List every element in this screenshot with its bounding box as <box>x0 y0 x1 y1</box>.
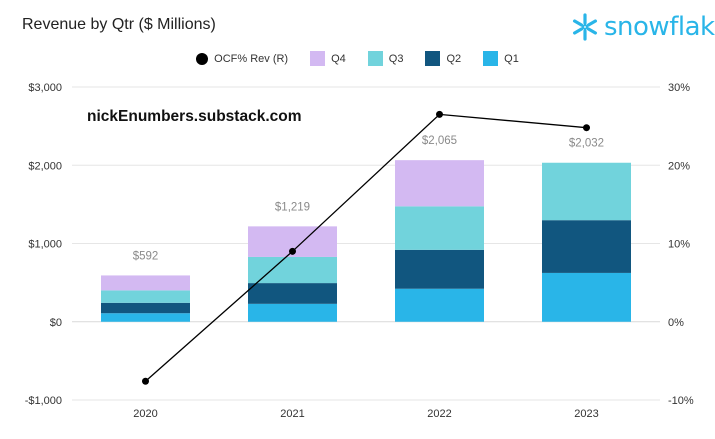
bar-segment-q2 <box>395 249 484 289</box>
snowflake-icon <box>573 13 597 41</box>
legend-item: Q2 <box>425 51 461 66</box>
legend-label: OCF% Rev (R) <box>214 52 289 65</box>
y-left-tick-label: $3,000 <box>28 82 62 94</box>
legend-label: Q3 <box>388 52 404 65</box>
legend-swatch <box>310 51 326 66</box>
x-tick-label: 2021 <box>280 408 304 420</box>
y-right-tick-label: 20% <box>668 160 690 172</box>
legend-swatch <box>483 51 499 66</box>
bar-segment-q2 <box>542 220 631 273</box>
bar-segment-q1 <box>101 313 190 322</box>
legend-item: Q4 <box>310 51 346 66</box>
bar-segment-q1 <box>395 288 484 322</box>
bar-segment-q2 <box>248 283 337 304</box>
bar-segment-q1 <box>248 303 337 322</box>
ocf-point <box>583 124 590 132</box>
ocf-point <box>289 247 296 255</box>
ocf-point <box>436 110 443 118</box>
snowflake-logo: snowflake <box>570 12 715 42</box>
y-left-tick-label: $1,000 <box>28 239 62 251</box>
chart-legend: OCF% Rev (R) Q4 Q3 Q2 Q1 <box>0 51 715 66</box>
ocf-point <box>142 377 149 385</box>
legend-swatch <box>367 51 383 66</box>
y-right-tick-label: 0% <box>668 317 684 329</box>
bar-segment-q3 <box>101 290 190 303</box>
legend-label: Q1 <box>504 52 519 65</box>
bar-segment-q3 <box>542 162 631 221</box>
bar-segment-q2 <box>101 302 190 314</box>
legend-item: OCF% Rev (R) <box>196 51 288 66</box>
bar-segment-q4 <box>101 275 190 291</box>
chart-title: Revenue by Qtr ($ Millions) <box>22 16 216 33</box>
watermark-annotation: nickEnumbers.substack.com <box>87 108 302 125</box>
bar-total-label: $592 <box>133 250 159 262</box>
bar-total-label: $2,065 <box>422 135 457 147</box>
legend-item: Q1 <box>483 51 519 66</box>
ocf-line <box>145 113 587 382</box>
y-right-tick-label: -10% <box>668 395 694 407</box>
bar-segment-q1 <box>542 272 631 322</box>
bar-segment-q4 <box>395 160 484 207</box>
legend-label: Q2 <box>446 52 462 65</box>
logo-text: snowflake <box>604 12 715 42</box>
bar-segment-q3 <box>248 256 337 284</box>
bar-total-label: $1,219 <box>275 201 310 213</box>
bar-total-label: $2,032 <box>569 138 604 150</box>
x-tick-label: 2020 <box>133 408 157 420</box>
y-right-tick-label: 30% <box>668 82 690 94</box>
y-left-tick-label: $2,000 <box>28 160 62 172</box>
legend-swatch <box>425 51 441 66</box>
legend-swatch <box>196 52 209 65</box>
legend-item: Q3 <box>367 51 404 66</box>
y-left-tick-label: -$1,000 <box>25 395 62 407</box>
legend-label: Q4 <box>331 52 346 65</box>
bar-segment-q3 <box>395 206 484 250</box>
y-left-tick-label: $0 <box>50 317 62 329</box>
x-tick-label: 2023 <box>574 408 598 420</box>
x-tick-label: 2022 <box>427 408 451 420</box>
y-right-tick-label: 10% <box>668 239 690 251</box>
